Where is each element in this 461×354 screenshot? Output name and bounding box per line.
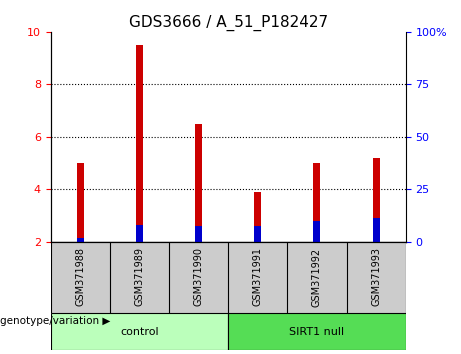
Text: control: control: [120, 327, 159, 337]
Bar: [228, 313, 406, 350]
Bar: [136, 45, 143, 242]
Bar: [313, 221, 320, 242]
Bar: [195, 226, 202, 242]
Bar: [313, 163, 320, 242]
Bar: [195, 124, 202, 242]
Bar: [254, 226, 261, 242]
Text: GSM371989: GSM371989: [135, 247, 144, 307]
Bar: [372, 158, 380, 242]
Text: GSM371992: GSM371992: [312, 247, 322, 307]
Bar: [136, 225, 143, 242]
Text: GSM371991: GSM371991: [253, 247, 263, 307]
Text: genotype/variation ▶: genotype/variation ▶: [0, 316, 110, 326]
Bar: [77, 163, 84, 242]
Text: SIRT1 null: SIRT1 null: [290, 327, 344, 337]
Text: GSM371990: GSM371990: [194, 247, 204, 307]
Text: GSM371993: GSM371993: [371, 247, 381, 307]
Bar: [77, 238, 84, 242]
Title: GDS3666 / A_51_P182427: GDS3666 / A_51_P182427: [129, 14, 328, 30]
Text: GSM371988: GSM371988: [75, 247, 85, 307]
Bar: [51, 313, 228, 350]
Bar: [254, 192, 261, 242]
Bar: [372, 218, 380, 242]
